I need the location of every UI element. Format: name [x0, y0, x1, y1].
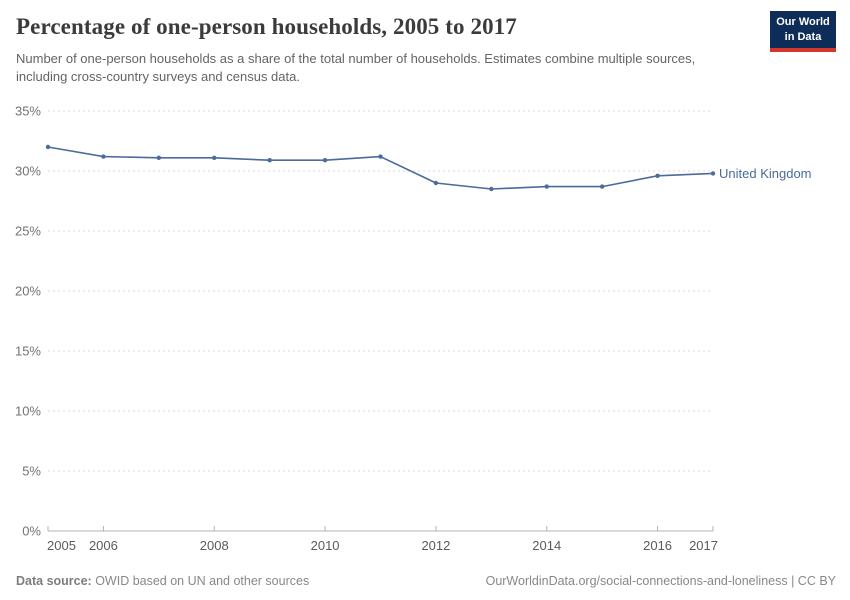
y-tick-label: 0% — [22, 524, 41, 539]
attribution: OurWorldinData.org/social-connections-an… — [485, 574, 836, 588]
data-point — [212, 155, 217, 160]
x-tick-label: 2017 — [689, 538, 718, 553]
data-line — [47, 146, 714, 190]
x-tick-label: 2008 — [200, 538, 229, 553]
data-point — [322, 158, 328, 163]
data-source-text: OWID based on UN and other sources — [91, 574, 310, 588]
owid-logo: Our World in Data — [770, 11, 836, 52]
y-tick-label: 35% — [15, 104, 41, 119]
x-tick-label: 2012 — [421, 538, 450, 553]
chart-subtitle: Number of one-person households as a sha… — [16, 51, 696, 85]
data-point — [45, 144, 51, 150]
x-tick-label: 2005 — [47, 538, 76, 553]
y-tick-label: 20% — [15, 284, 41, 299]
x-tick-label: 2016 — [643, 538, 672, 553]
series-end-label: United Kingdom — [719, 166, 812, 181]
y-tick-label: 25% — [15, 224, 41, 239]
y-tick-label: 10% — [15, 404, 41, 419]
y-tick-label: 30% — [15, 164, 41, 179]
data-source-label: Data source: — [16, 574, 92, 588]
x-tick-label: 2014 — [532, 538, 561, 553]
data-point — [544, 184, 549, 189]
y-tick-label: 15% — [15, 344, 41, 359]
page-title: Percentage of one-person households, 200… — [16, 14, 517, 39]
data-source: Data source: OWID based on UN and other … — [16, 574, 309, 588]
data-point — [655, 173, 660, 178]
data-point — [710, 171, 716, 176]
data-point — [156, 155, 162, 160]
data-point — [267, 158, 272, 163]
data-point — [489, 186, 494, 192]
data-point — [433, 180, 439, 186]
owid-logo-line1: Our World — [776, 16, 830, 29]
data-point — [599, 184, 605, 189]
x-tick-label: 2006 — [89, 538, 118, 553]
data-point — [101, 154, 106, 159]
data-point — [378, 154, 383, 159]
x-tick-label: 2010 — [311, 538, 340, 553]
owid-logo-line2: in Data — [784, 30, 822, 43]
y-tick-label: 5% — [22, 464, 41, 479]
